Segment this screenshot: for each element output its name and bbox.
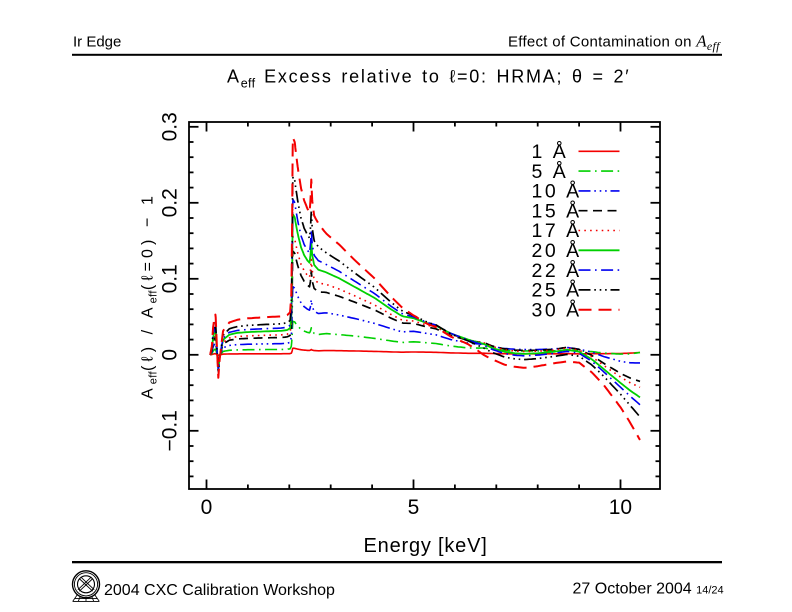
svg-text:25 Å: 25 Å <box>532 279 582 302</box>
svg-text:10 Å: 10 Å <box>532 180 582 203</box>
svg-text:5 Å: 5 Å <box>532 160 569 183</box>
svg-text:1 Å: 1 Å <box>532 140 569 163</box>
svg-text:0: 0 <box>201 496 213 519</box>
svg-text:0.1: 0.1 <box>159 264 182 293</box>
svg-text:30 Å: 30 Å <box>532 298 582 321</box>
svg-text:22 Å: 22 Å <box>532 259 582 282</box>
svg-text:2004 CXC Calibration Workshop: 2004 CXC Calibration Workshop <box>104 582 335 599</box>
svg-text:15 Å: 15 Å <box>532 199 582 222</box>
svg-text:Ir Edge: Ir Edge <box>73 34 121 51</box>
svg-text:Aeff(ℓ) / Aeff(ℓ=0) − 1: Aeff(ℓ) / Aeff(ℓ=0) − 1 <box>140 192 160 399</box>
svg-text:0: 0 <box>159 349 182 361</box>
svg-text:0.2: 0.2 <box>159 188 182 217</box>
svg-text:10: 10 <box>609 496 632 519</box>
svg-text:Energy [keV]: Energy [keV] <box>364 535 488 557</box>
svg-text:−0.1: −0.1 <box>159 410 182 451</box>
svg-text:Aeff Excess relative to ℓ=0: H: Aeff Excess relative to ℓ=0: HRMA; θ = 2… <box>227 67 630 91</box>
svg-text:0.3: 0.3 <box>159 112 182 141</box>
svg-text:17 Å: 17 Å <box>532 219 582 242</box>
svg-text:Effect of Contamination on Aef: Effect of Contamination on Aeff <box>508 32 721 54</box>
svg-text:20 Å: 20 Å <box>532 239 582 262</box>
svg-text:5: 5 <box>408 496 420 519</box>
svg-text:27 October 2004 14/24: 27 October 2004 14/24 <box>573 581 724 598</box>
